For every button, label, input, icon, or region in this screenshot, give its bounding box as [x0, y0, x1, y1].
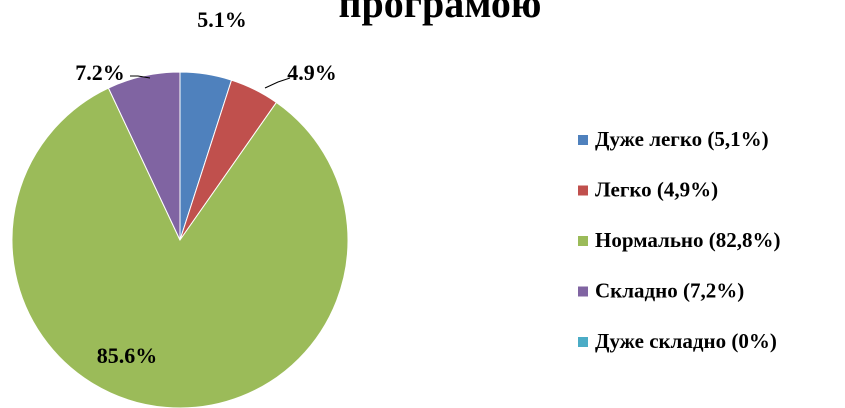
data-label: 7.2%: [75, 60, 125, 85]
data-label: 5.1%: [197, 7, 247, 32]
pie-slice: [107, 71, 181, 241]
legend-label: Нормально (82,8%): [595, 228, 781, 252]
legend-swatch: [578, 286, 588, 297]
legend-label: Дуже легко (5,1%): [595, 127, 769, 151]
data-label: 4.9%: [287, 60, 337, 85]
legend-label: Складно (7,2%): [595, 278, 744, 302]
data-label: 85.6%: [97, 343, 158, 368]
legend-label: Легко (4,9%): [595, 177, 718, 201]
legend-swatch: [578, 236, 588, 246]
legend-swatch: [578, 135, 588, 145]
legend-swatch: [578, 337, 588, 347]
legend-label: Дуже складно (0%): [595, 329, 777, 353]
pie-slice: [11, 87, 349, 408]
leader-line: [130, 75, 151, 79]
leader-line: [264, 77, 291, 89]
chart-title: програмою: [339, 0, 542, 26]
legend-swatch: [578, 185, 588, 196]
